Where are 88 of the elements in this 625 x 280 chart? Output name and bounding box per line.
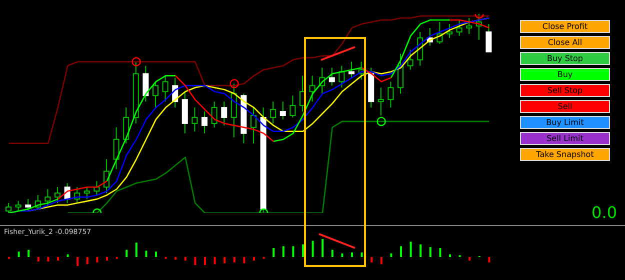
candlestick bbox=[113, 126, 120, 170]
candlestick bbox=[446, 23, 452, 38]
candlestick bbox=[378, 87, 384, 116]
candlestick bbox=[84, 186, 90, 200]
candlestick bbox=[202, 111, 208, 134]
candlestick bbox=[123, 107, 130, 144]
bar bbox=[106, 257, 108, 261]
candlestick bbox=[6, 202, 12, 213]
candlestick bbox=[338, 65, 345, 88]
bar bbox=[370, 257, 373, 262]
candlestick bbox=[388, 81, 394, 108]
candlestick bbox=[44, 188, 51, 206]
bar bbox=[57, 257, 59, 261]
candlestick bbox=[142, 65, 149, 102]
candlestick bbox=[211, 101, 218, 128]
text: Sell bbox=[520, 100, 610, 113]
bar bbox=[312, 240, 314, 257]
bar bbox=[233, 257, 236, 262]
candlestick bbox=[328, 67, 335, 86]
candlestick bbox=[162, 75, 168, 102]
bar bbox=[66, 254, 69, 257]
candlestick bbox=[192, 107, 198, 132]
bar bbox=[322, 239, 324, 257]
bar bbox=[96, 257, 98, 262]
bar bbox=[390, 253, 392, 257]
candlestick bbox=[290, 95, 296, 118]
candlestick bbox=[152, 81, 158, 108]
candlestick bbox=[54, 186, 60, 204]
bar bbox=[449, 254, 451, 257]
bar bbox=[37, 257, 40, 262]
candlestick bbox=[25, 198, 32, 212]
bar bbox=[420, 244, 422, 257]
bar bbox=[272, 248, 275, 257]
bar bbox=[174, 257, 177, 260]
bar bbox=[292, 246, 294, 257]
bar bbox=[439, 248, 442, 257]
bar bbox=[360, 252, 363, 257]
bar bbox=[214, 257, 216, 264]
candlestick bbox=[407, 49, 414, 70]
candlestick bbox=[348, 61, 354, 78]
text: Buy bbox=[520, 68, 610, 81]
candlestick bbox=[456, 19, 462, 36]
bar bbox=[194, 257, 196, 266]
text: 0.0 bbox=[592, 203, 617, 222]
candlestick bbox=[221, 101, 228, 126]
text: Close All bbox=[520, 36, 610, 49]
candlestick bbox=[182, 91, 188, 134]
bar bbox=[76, 257, 79, 266]
bar bbox=[86, 257, 88, 264]
candlestick bbox=[15, 200, 22, 212]
candlestick bbox=[280, 101, 286, 120]
text: Sell Stop bbox=[520, 84, 610, 97]
bar bbox=[468, 257, 471, 261]
bar bbox=[155, 252, 157, 257]
bar bbox=[204, 257, 206, 266]
bar bbox=[126, 250, 128, 257]
bar bbox=[341, 253, 344, 257]
bar bbox=[351, 252, 353, 257]
bar bbox=[47, 257, 50, 262]
bar bbox=[429, 247, 432, 257]
text: Buy Limit bbox=[520, 116, 610, 129]
candlestick bbox=[309, 75, 316, 102]
bar bbox=[380, 257, 382, 264]
bar bbox=[302, 244, 304, 257]
bar bbox=[18, 252, 20, 257]
bar bbox=[145, 250, 148, 257]
bar bbox=[184, 257, 186, 261]
text: Close Profit bbox=[520, 20, 610, 33]
point bbox=[132, 57, 141, 66]
candlestick bbox=[486, 23, 492, 52]
bar bbox=[224, 257, 226, 264]
bar bbox=[135, 242, 138, 257]
bar bbox=[410, 242, 412, 257]
point bbox=[376, 116, 386, 126]
bar bbox=[400, 246, 402, 257]
bar bbox=[28, 250, 30, 257]
candlestick bbox=[250, 107, 256, 144]
bar bbox=[253, 257, 255, 261]
text: Sell Limit bbox=[520, 132, 610, 145]
candlestick bbox=[466, 17, 472, 34]
text: Buy Stop bbox=[520, 52, 610, 65]
candlestick bbox=[270, 101, 276, 124]
bar bbox=[488, 257, 490, 262]
bar bbox=[282, 246, 284, 257]
point bbox=[230, 79, 239, 88]
text: Take Snapshot bbox=[520, 148, 610, 161]
bar bbox=[331, 250, 334, 257]
bar bbox=[243, 257, 246, 264]
